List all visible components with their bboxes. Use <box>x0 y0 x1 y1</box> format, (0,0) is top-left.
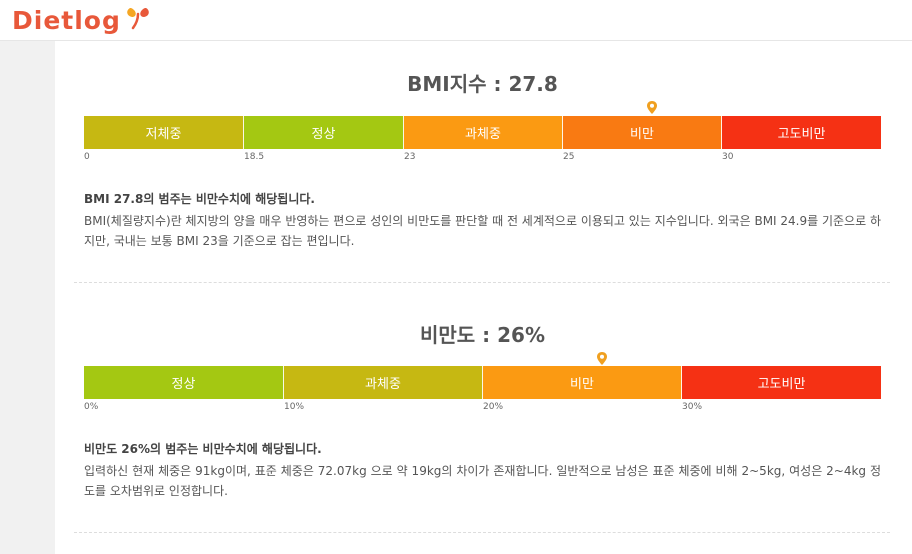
obesity-description: 입력하신 현재 체중은 91kg이며, 표준 체중은 72.07kg 으로 약 … <box>84 464 881 498</box>
bmi-segment-obese: 비만 <box>563 116 722 149</box>
obesity-tick-label: 20% <box>483 402 504 412</box>
bmi-segment-underweight: 저체중 <box>84 116 244 149</box>
bmi-title: BMI지수 : 27.8 <box>407 72 558 96</box>
bmi-segment-severely-obese: 고도비만 <box>722 116 881 149</box>
obesity-title: 비만도 : 26% <box>420 323 545 347</box>
logo-text: Dietlog <box>12 5 121 35</box>
segment-label: 과체중 <box>465 127 501 142</box>
bmi-tick-label: 23 <box>404 152 416 162</box>
bmi-tick-label: 25 <box>563 152 575 162</box>
segment-label: 고도비만 <box>777 127 826 142</box>
segment-label: 정상 <box>171 377 196 392</box>
bmi-segment-normal: 정상 <box>244 116 404 149</box>
obesity-segment-normal: 정상 <box>84 366 284 399</box>
segment-label: 정상 <box>311 127 336 142</box>
bmi-verdict: BMI 27.8의 범주는 비만수치에 해당됩니다. <box>84 192 315 206</box>
bmi-tick-label: 18.5 <box>244 152 265 162</box>
obesity-tick-label: 30% <box>682 402 703 412</box>
obesity-verdict: 비만도 26%의 범주는 비만수치에 해당됩니다. <box>84 442 322 456</box>
obesity-segment-severely-obese: 고도비만 <box>682 366 881 399</box>
segment-label: 저체중 <box>145 127 182 142</box>
obesity-position-marker-icon <box>597 352 608 365</box>
segment-label: 고도비만 <box>757 377 806 392</box>
bmi-scale-ticks: 0 18.5 23 25 30 <box>84 152 881 164</box>
logo-mark-icon <box>127 8 149 30</box>
bmi-description: BMI(체질량지수)란 체지방의 양을 매우 반영하는 편으로 성인의 비만도를… <box>84 214 881 248</box>
obesity-scale-ticks: 0% 10% 20% 30% <box>84 402 881 414</box>
bmi-tick-label: 0 <box>84 152 90 162</box>
segment-label: 비만 <box>570 377 594 392</box>
bmi-position-marker-icon <box>647 101 658 114</box>
bmi-section: BMI지수 : 27.8 저체중 정상 과체중 비만 고도비만 0 18.5 2… <box>84 41 881 281</box>
obesity-tick-label: 10% <box>284 402 305 412</box>
bmi-tick-label: 30 <box>722 152 734 162</box>
segment-label: 과체중 <box>365 377 401 392</box>
obesity-segment-obese: 비만 <box>483 366 682 399</box>
obesity-tick-label: 0% <box>84 402 99 412</box>
obesity-scale-bar: 정상 과체중 비만 고도비만 <box>84 366 881 399</box>
bmi-scale-bar: 저체중 정상 과체중 비만 고도비만 <box>84 116 881 149</box>
dietlog-logo[interactable]: Dietlog <box>12 4 152 36</box>
result-panel: BMI지수 : 27.8 저체중 정상 과체중 비만 고도비만 0 18.5 2… <box>55 41 912 554</box>
bmi-segment-overweight: 과체중 <box>404 116 563 149</box>
obesity-segment-overweight: 과체중 <box>284 366 483 399</box>
section-divider <box>74 282 890 283</box>
section-divider <box>74 532 890 533</box>
top-bar: Dietlog <box>0 0 912 41</box>
obesity-section: 비만도 : 26% 정상 과체중 비만 고도비만 0% 10% 20% 30% … <box>84 291 881 531</box>
segment-label: 비만 <box>630 127 654 142</box>
